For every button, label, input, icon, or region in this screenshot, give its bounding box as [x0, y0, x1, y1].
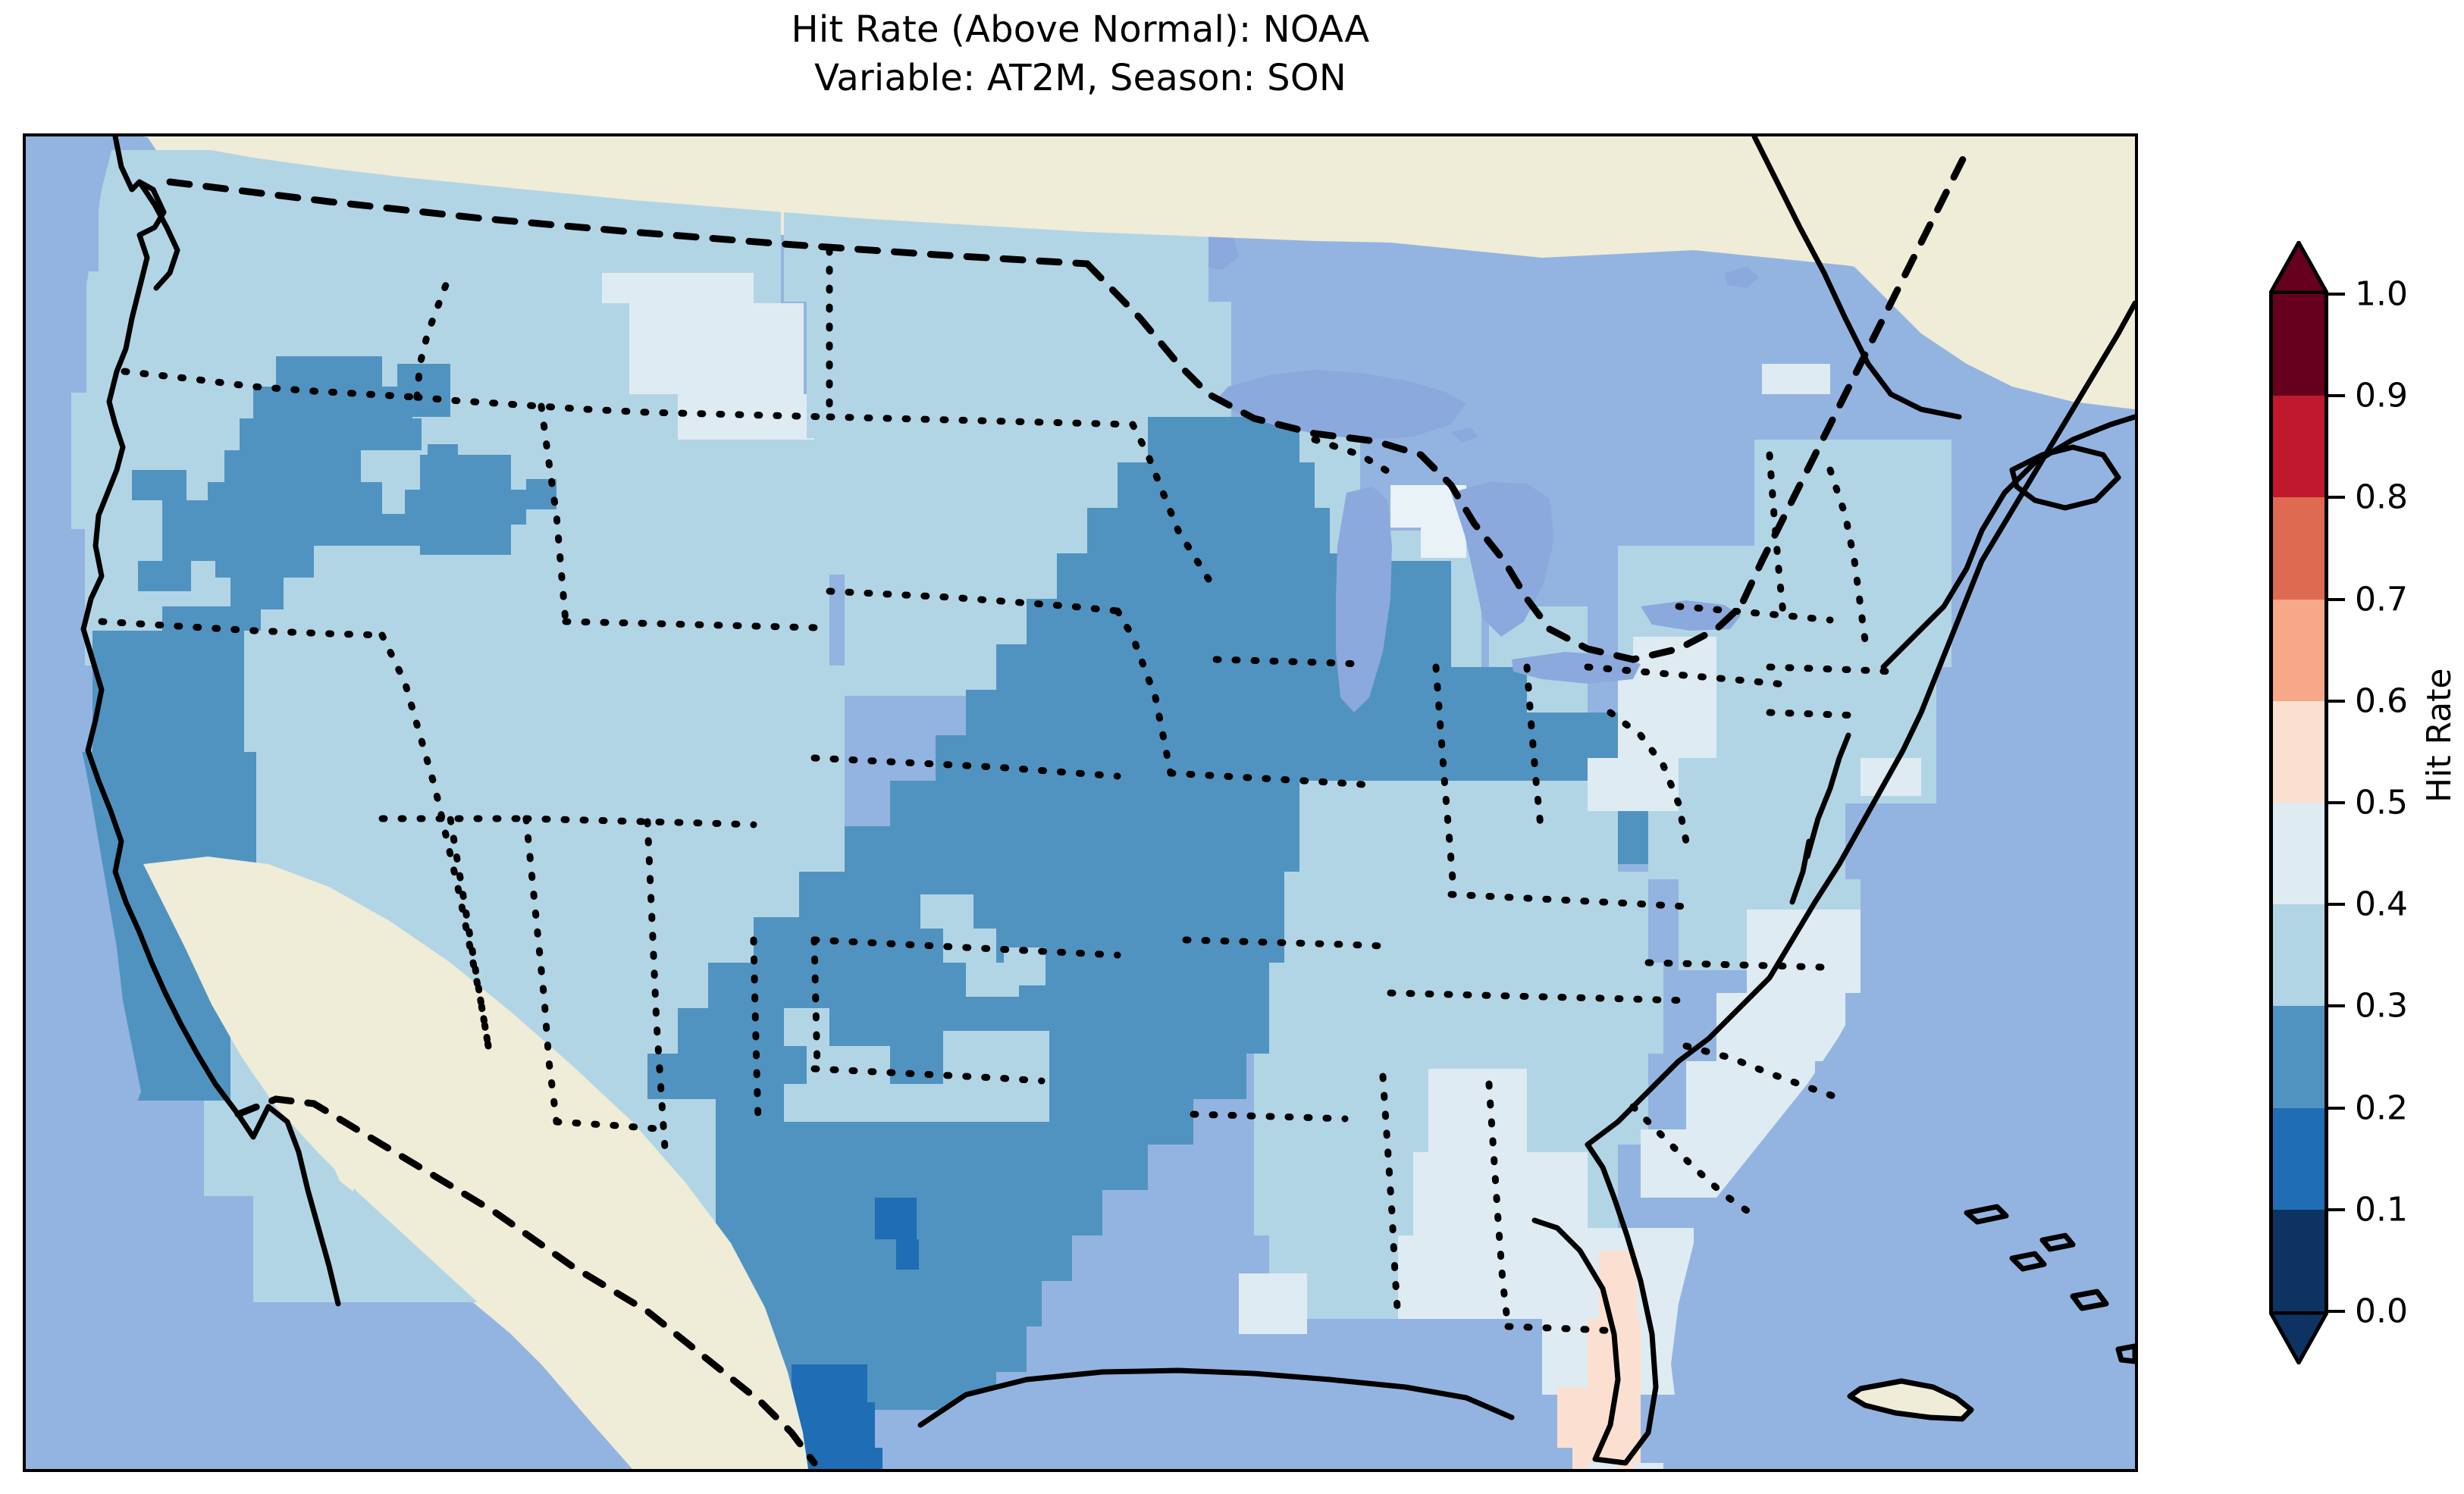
colorbar-band: [2269, 700, 2328, 803]
colorbar-tick-label: 1.0: [2355, 274, 2408, 314]
colorbar-band: [2269, 1006, 2328, 1109]
colorbar-tick-label: 0.6: [2355, 681, 2408, 721]
colorbar-band: [2269, 497, 2328, 600]
colorbar-tick-mark: [2328, 1207, 2345, 1211]
colorbar-tick-mark: [2328, 293, 2345, 296]
map-svg: [26, 136, 2135, 1469]
colorbar-band: [2269, 803, 2328, 905]
colorbar-tick-mark: [2328, 597, 2345, 601]
coastlines: [80, 136, 2135, 1466]
hitrate-raster: [71, 150, 1951, 1469]
state-borders: [98, 246, 1895, 1335]
colorbar-tick-mark: [2328, 496, 2345, 500]
ocean-mask: [26, 136, 2135, 1469]
colorbar-tick-label: 0.2: [2355, 1088, 2408, 1128]
map-plot-area[interactable]: [23, 133, 2138, 1472]
colorbar-frame: [2269, 294, 2328, 1311]
colorbar-tick-label: 0.5: [2355, 783, 2408, 822]
colorbar[interactable]: [2269, 294, 2328, 1312]
colorbar-over-arrow: [2269, 241, 2328, 294]
colorbar-tick-label: 0.8: [2355, 478, 2408, 517]
colorbar-tick-label: 0.0: [2355, 1292, 2408, 1331]
land-mask: [143, 136, 2135, 1469]
colorbar-tick-mark: [2328, 699, 2345, 703]
colorbar-band: [2269, 904, 2328, 1007]
colorbar-band: [2269, 1107, 2328, 1211]
colorbar-tick-label: 0.3: [2355, 986, 2408, 1026]
international-borders: [166, 148, 1970, 1467]
colorbar-band: [2269, 294, 2328, 396]
colorbar-tick-mark: [2328, 1310, 2345, 1313]
colorbar-under-arrow: [2269, 1311, 2328, 1364]
colorbar-band: [2269, 396, 2328, 498]
colorbar-tick-mark: [2328, 1004, 2345, 1008]
colorbar-tick-mark: [2328, 394, 2345, 398]
colorbar-tick-label: 0.1: [2355, 1190, 2408, 1229]
colorbar-tick-label: 0.7: [2355, 580, 2408, 619]
colorbar-band: [2269, 1209, 2328, 1312]
colorbar-tick-label: 0.9: [2355, 376, 2408, 415]
colorbar-tick-label: 0.4: [2355, 885, 2408, 924]
page-title: Hit Rate (Above Normal): NOAA Variable: …: [791, 8, 1370, 99]
colorbar-tick-mark: [2328, 903, 2345, 907]
colorbar-tick-mark: [2328, 1106, 2345, 1110]
colorbar-band: [2269, 599, 2328, 702]
colorbar-axis-label: Hit Rate: [2420, 668, 2459, 803]
colorbar-tick-mark: [2328, 801, 2345, 804]
